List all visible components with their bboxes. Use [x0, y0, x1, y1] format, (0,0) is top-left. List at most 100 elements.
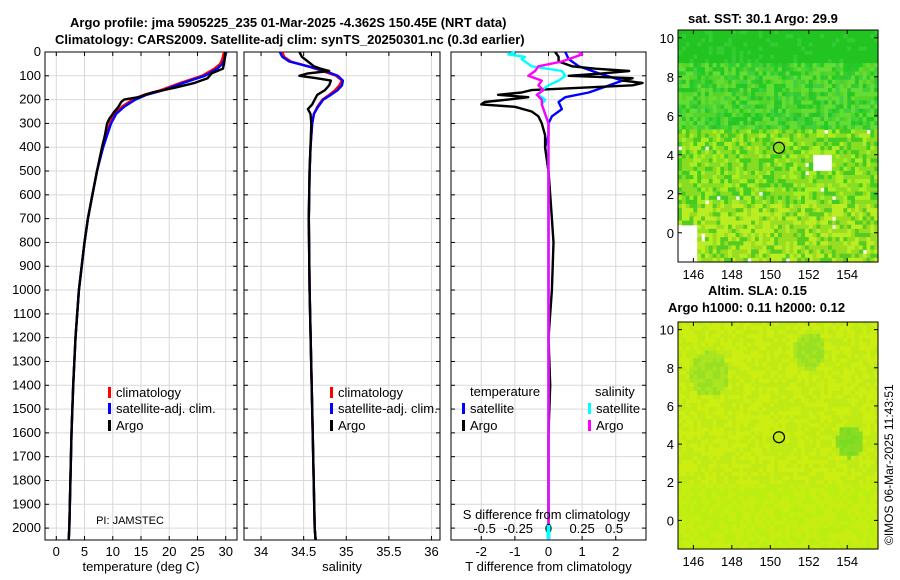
sst_map-cell	[797, 166, 802, 172]
sla_map-cell	[778, 366, 783, 372]
sst_map-cell	[720, 59, 725, 64]
sla_map-cell	[801, 342, 806, 347]
sst_map-cell	[862, 117, 868, 122]
sla_map-cell	[720, 451, 725, 457]
sst_map-cell	[831, 71, 837, 77]
sst_map-cell	[701, 129, 706, 135]
sst_map-cell	[874, 195, 879, 201]
sst_map-cell	[839, 88, 844, 93]
sst_map-cell	[758, 241, 764, 247]
sst_map-cell	[758, 245, 764, 251]
sla_map-cell	[731, 394, 737, 400]
sla_map-cell	[774, 386, 779, 392]
sla_map-cell	[835, 342, 841, 347]
sla_map-cell	[716, 358, 721, 364]
sst_map-cell	[851, 216, 856, 222]
sla_map-cell	[754, 403, 760, 408]
sla_map-cell	[678, 346, 683, 351]
sst_map-cell	[874, 245, 879, 251]
sst_map-cell	[816, 224, 821, 230]
sla_map-cell	[874, 362, 879, 368]
sla_map-cell	[851, 386, 856, 392]
sst_map-cell	[785, 224, 791, 230]
salinity-panel	[243, 51, 441, 541]
sla_map-cell	[797, 403, 802, 408]
sst_map-cell	[797, 179, 802, 184]
sst_map-cell	[862, 71, 868, 77]
sla_map-cell	[689, 403, 694, 408]
sst_map-cell	[693, 166, 698, 172]
sst_map-cell	[801, 117, 806, 122]
sla_map-cell	[685, 455, 691, 461]
sla_map-cell	[701, 455, 706, 461]
sst_map-cell	[781, 79, 787, 85]
sst_map-cell	[847, 100, 852, 106]
sst_map-cell	[712, 241, 718, 247]
sst_map-cell	[866, 63, 871, 68]
sla_map-cell	[808, 366, 814, 372]
salinity-xlabel: salinity	[322, 559, 362, 574]
sst_map-cell	[751, 208, 756, 213]
depth-tick-label-1: 100	[19, 68, 41, 83]
sla_map-cell	[839, 394, 844, 400]
sla_map-cell	[851, 342, 856, 347]
sst_map-cell	[689, 170, 694, 176]
sla_map-cell	[804, 382, 810, 388]
sla_map-cell	[785, 326, 791, 331]
sla_map-cell	[812, 447, 818, 453]
sst_map-cell	[720, 50, 725, 56]
sla_map-cell	[874, 415, 879, 420]
sst_map-cell	[824, 104, 829, 110]
sst_map-cell	[854, 112, 860, 118]
sst_map-cell	[716, 187, 721, 193]
sst_map-cell	[824, 141, 829, 147]
sst_map-cell	[701, 63, 706, 68]
sst_map-cell	[678, 195, 683, 201]
sst_map-cell	[751, 220, 756, 226]
sst_map-cell	[804, 212, 810, 218]
sst_map-cell	[751, 92, 756, 97]
sst_map-cell	[778, 83, 783, 89]
sst_map-cell	[697, 30, 702, 35]
sst_map-cell	[793, 54, 798, 60]
sla_map-cell	[847, 378, 852, 384]
sst_map-cell	[854, 50, 860, 56]
sst_map-cell	[820, 199, 825, 205]
sst_map-cell	[728, 42, 733, 48]
sst_map-cell	[804, 253, 810, 259]
sst_map-cell	[712, 158, 718, 164]
sst_map-cell	[708, 228, 714, 234]
sla_map-cell	[801, 423, 806, 428]
sst_map-cell	[774, 96, 779, 102]
sst_map-cell	[770, 30, 775, 35]
sst_map-cell	[758, 42, 764, 48]
sla_map-cell	[770, 342, 775, 347]
sst_map-cell	[720, 228, 725, 234]
sst_map-cell	[774, 108, 779, 114]
sst_map-cell	[793, 79, 798, 85]
sst_map-cell	[793, 137, 798, 143]
sst_map-cell	[801, 191, 806, 197]
sst_map-cell	[743, 228, 748, 234]
diff-legend-sal-argo-swatch	[588, 420, 591, 431]
sla_map-cell	[716, 455, 721, 461]
sla_map-cell	[751, 358, 756, 364]
sst_map-cell	[831, 112, 837, 118]
sst_map-cell	[851, 158, 856, 164]
sst_map-cell	[812, 208, 818, 213]
sst_map-cell	[716, 133, 721, 139]
sla_map-cell	[724, 435, 729, 441]
sla_map-cell	[801, 326, 806, 331]
difference-xtick-label-0: -2	[475, 544, 487, 559]
sst_map-cell	[874, 141, 879, 147]
sst_map-cell	[793, 125, 798, 131]
sst_map-cell	[681, 146, 687, 151]
sst_map-cell	[847, 30, 852, 35]
sst_map-cell	[843, 92, 848, 97]
sst_map-cell	[701, 253, 706, 259]
sst_map-cell	[789, 79, 794, 85]
sst_map-profile-marker	[772, 141, 786, 154]
sst_map-cell	[778, 104, 783, 110]
sst_map-cell	[720, 146, 725, 151]
sst_map-cell	[793, 183, 798, 189]
